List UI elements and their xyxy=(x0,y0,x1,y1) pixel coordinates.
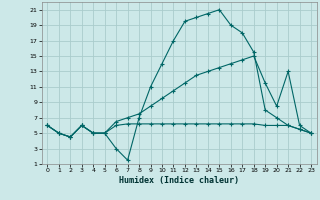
X-axis label: Humidex (Indice chaleur): Humidex (Indice chaleur) xyxy=(119,176,239,185)
